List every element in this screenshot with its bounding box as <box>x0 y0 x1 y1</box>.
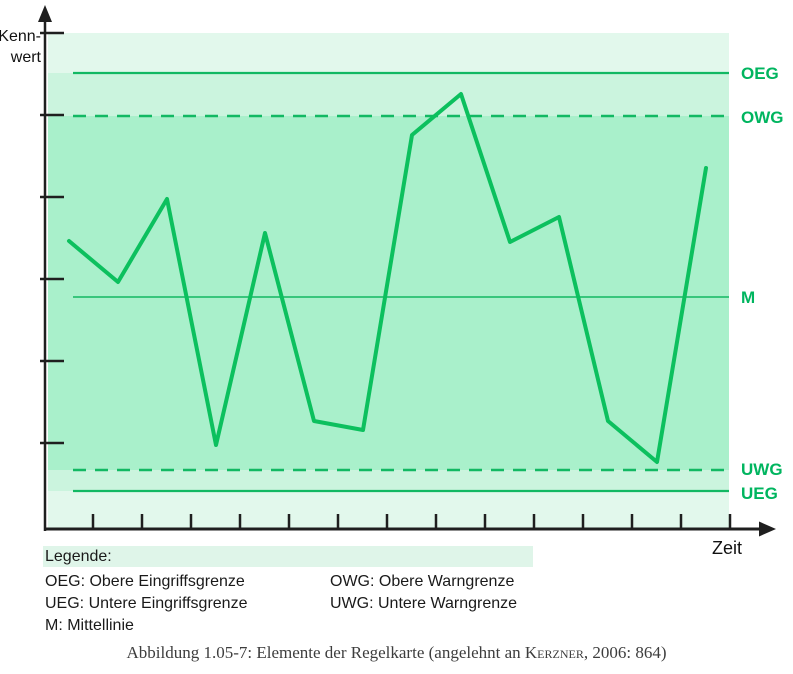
limit-label-oeg: OEG <box>741 64 779 83</box>
legend-item-m: M: Mittellinie <box>45 617 134 634</box>
control-chart: OEG OWG M UWG UEG <box>38 5 784 537</box>
band-owg-uwg <box>48 116 729 470</box>
legend-item-owg: OWG: Obere Warngrenze <box>330 573 515 590</box>
limit-label-owg: OWG <box>741 108 784 127</box>
band-oeg-owg <box>48 73 729 116</box>
caption-suffix: , 2006: 864) <box>583 643 667 662</box>
legend-item-uwg: UWG: Untere Warngrenze <box>330 595 518 612</box>
caption-author: Kerzner <box>524 643 584 662</box>
y-axis-label-line2: wert <box>10 49 41 66</box>
y-axis-label-line1: Kenn- <box>0 28 41 45</box>
y-axis-arrow <box>38 5 52 22</box>
band-above-oeg <box>48 33 729 73</box>
figure-caption: Abbildung 1.05-7: Elemente der Regelkart… <box>0 643 793 663</box>
x-axis-label: Zeit <box>712 538 743 558</box>
band-uwg-ueg <box>48 470 729 491</box>
legend-item-empty <box>328 615 603 637</box>
limit-label-m: M <box>741 288 755 307</box>
legend: Legende: OEG: Obere Eingriffsgrenze OWG:… <box>43 546 603 637</box>
series-kennwert-verlauf <box>67 92 708 464</box>
band-below-ueg <box>48 491 729 528</box>
limit-label-uwg: UWG <box>741 460 783 479</box>
legend-row: M: Mittellinie <box>43 615 603 637</box>
legend-row: UEG: Untere Eingriffsgrenze UWG: Untere … <box>43 593 603 615</box>
x-axis-arrow <box>759 521 776 537</box>
limit-label-ueg: UEG <box>741 484 778 503</box>
legend-item-oeg: OEG: Obere Eingriffsgrenze <box>45 573 245 590</box>
y-axis-label: Kenn- wert <box>0 26 41 68</box>
legend-title: Legende: <box>43 546 533 567</box>
legend-row: OEG: Obere Eingriffsgrenze OWG: Obere Wa… <box>43 571 603 593</box>
caption-prefix: Abbildung 1.05-7: Elemente der Regelkart… <box>126 643 525 662</box>
legend-item-ueg: UEG: Untere Eingriffsgrenze <box>45 595 248 612</box>
